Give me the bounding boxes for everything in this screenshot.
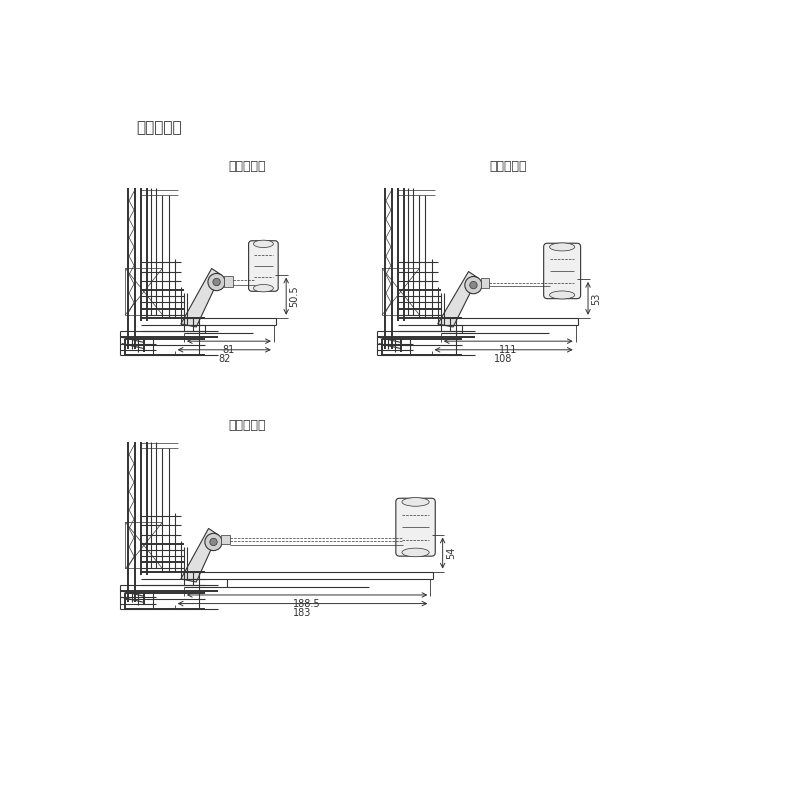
Circle shape xyxy=(205,534,222,550)
Circle shape xyxy=(210,538,217,546)
Text: 滑車（大）: 滑車（大） xyxy=(228,418,266,432)
FancyBboxPatch shape xyxy=(249,241,278,291)
Text: 53: 53 xyxy=(591,292,601,305)
Bar xyxy=(224,276,234,287)
Text: 滑車納まり: 滑車納まり xyxy=(136,121,182,136)
Ellipse shape xyxy=(254,285,274,292)
Bar xyxy=(126,269,162,314)
Polygon shape xyxy=(181,529,218,582)
Text: 82: 82 xyxy=(218,354,230,364)
Polygon shape xyxy=(438,271,478,327)
Text: 111: 111 xyxy=(499,346,518,355)
Ellipse shape xyxy=(254,240,274,247)
Ellipse shape xyxy=(550,243,574,251)
Text: 滑車（小）: 滑車（小） xyxy=(228,160,266,173)
Polygon shape xyxy=(181,269,221,327)
Text: 54: 54 xyxy=(446,547,456,559)
Bar xyxy=(382,269,419,314)
Text: 183: 183 xyxy=(294,608,312,618)
Circle shape xyxy=(470,282,477,289)
Circle shape xyxy=(213,278,220,286)
Text: 81: 81 xyxy=(222,346,235,355)
FancyBboxPatch shape xyxy=(396,498,435,556)
Circle shape xyxy=(465,277,482,294)
Ellipse shape xyxy=(550,291,574,299)
Bar xyxy=(126,522,162,569)
Bar xyxy=(481,278,490,288)
Text: 滑車（中）: 滑車（中） xyxy=(490,160,527,173)
Bar xyxy=(221,534,230,545)
Ellipse shape xyxy=(402,498,429,506)
Circle shape xyxy=(208,274,226,290)
Ellipse shape xyxy=(402,548,429,557)
FancyBboxPatch shape xyxy=(544,243,581,298)
Text: 188.5: 188.5 xyxy=(294,599,321,610)
Text: 50.5: 50.5 xyxy=(290,286,299,307)
Text: 108: 108 xyxy=(494,354,513,364)
